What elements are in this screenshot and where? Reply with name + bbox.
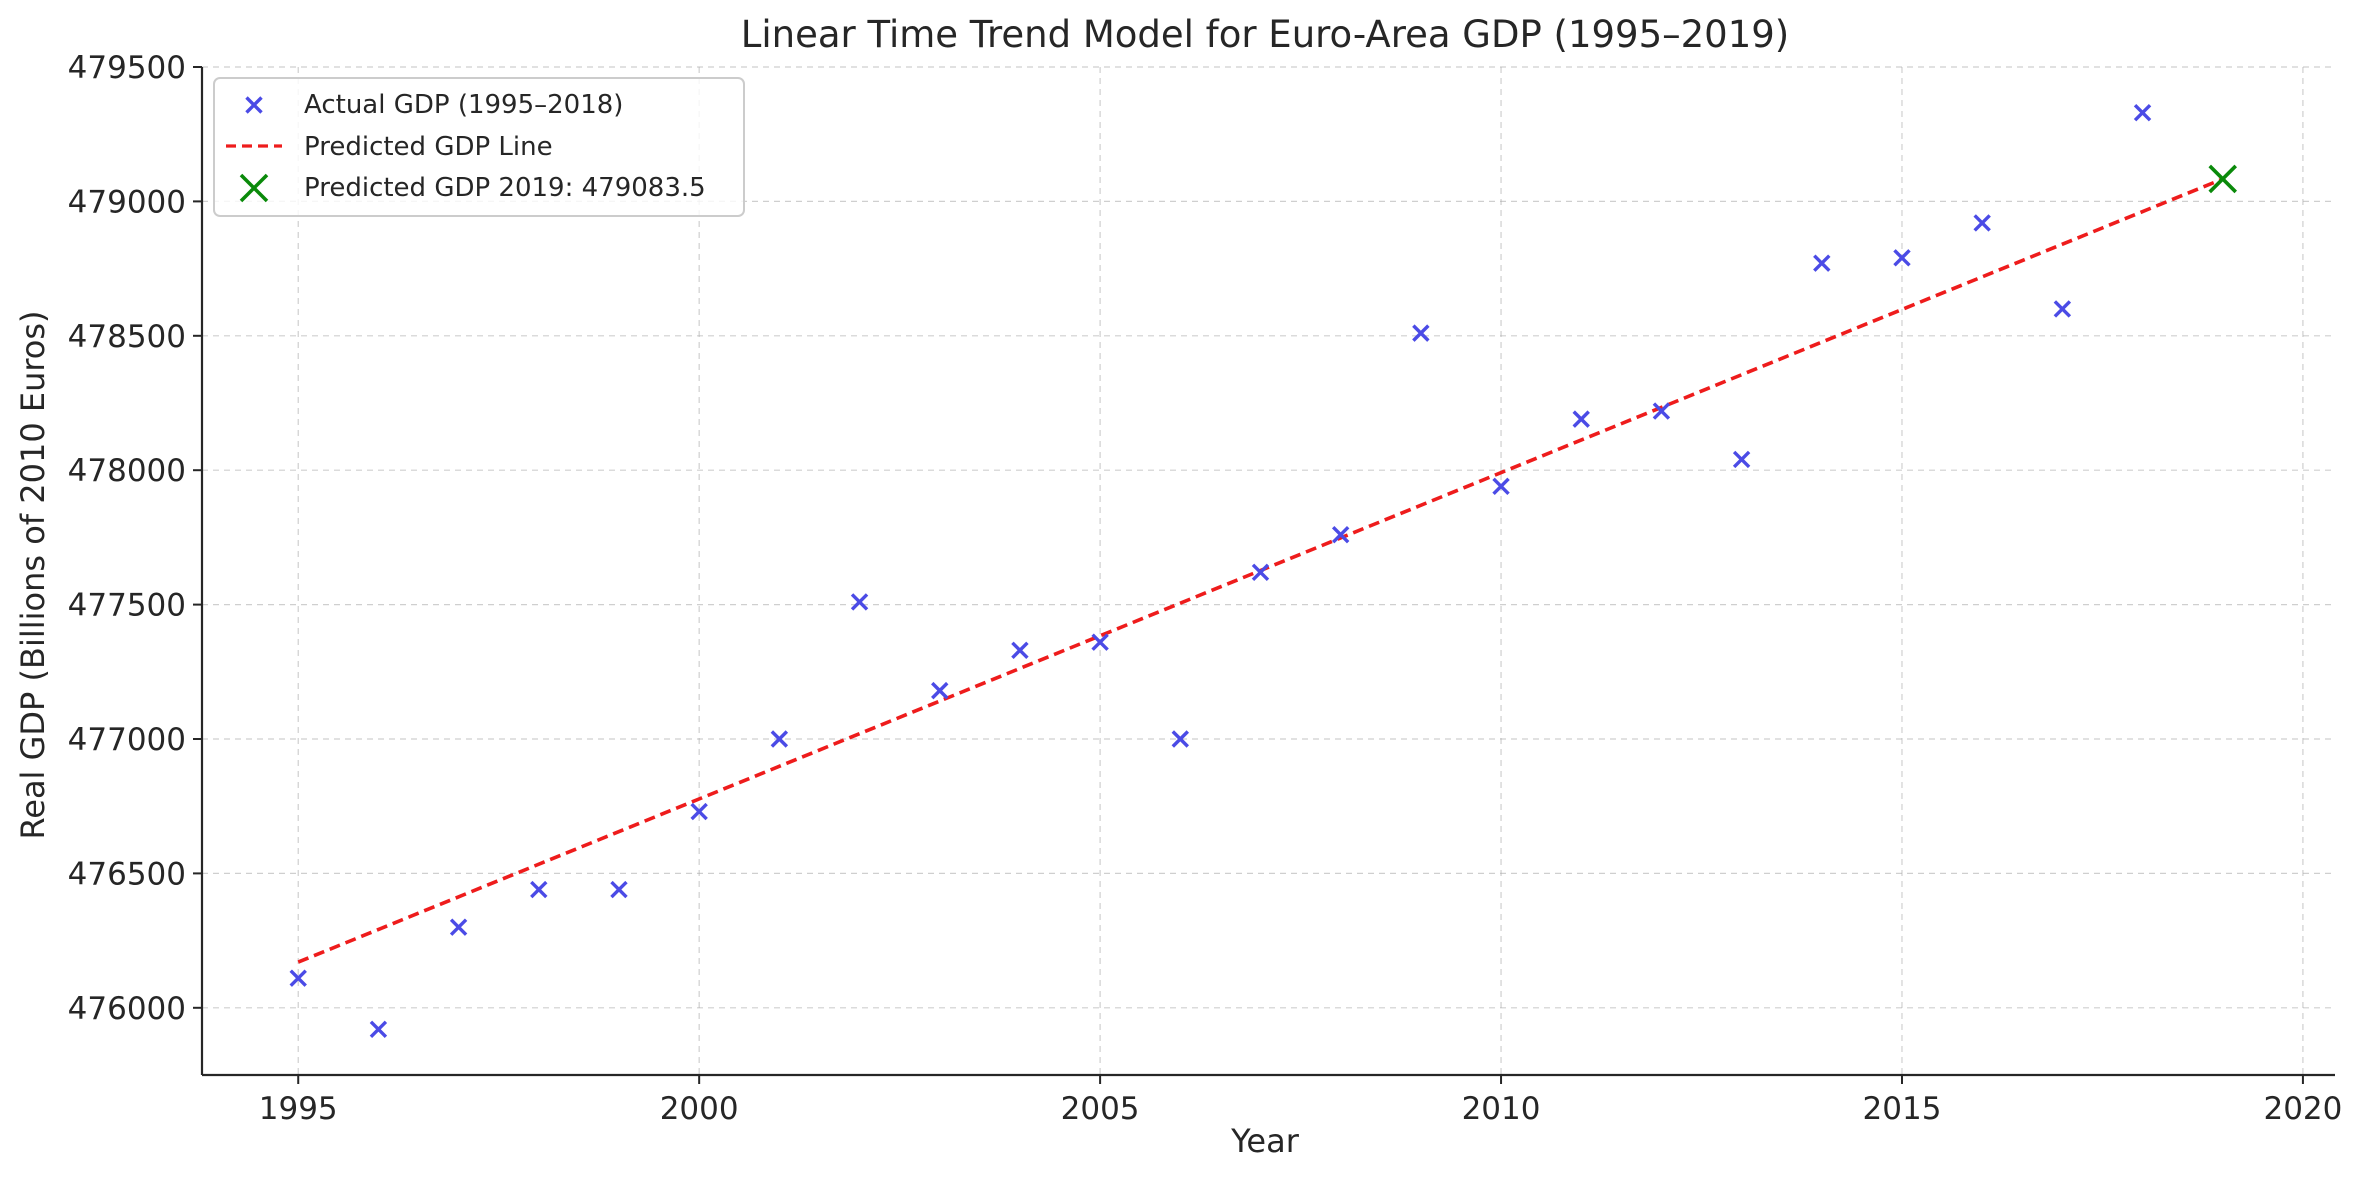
y-tick-label: 477500 (68, 588, 186, 624)
data-layer (289, 103, 2238, 1039)
actual-gdp-point (931, 681, 949, 700)
actual-gdp-point (1893, 249, 1911, 267)
x-marker-stroke (1011, 641, 1029, 659)
x-marker-stroke (2208, 164, 2238, 194)
x-tick-label: 1995 (259, 1091, 338, 1127)
x-marker-stroke (1572, 410, 1590, 428)
actual-gdp-point (690, 802, 708, 821)
actual-gdp-point (449, 918, 468, 936)
legend-label-actual: Actual GDP (1995–2018) (304, 90, 623, 120)
actual-gdp-point (2133, 103, 2152, 122)
x-marker-stroke (1412, 324, 1430, 342)
actual-gdp-point (530, 880, 548, 899)
legend: Actual GDP (1995–2018) Predicted GDP Lin… (213, 77, 745, 217)
y-axis-label: Real GDP (Billions of 2010 Euros) (14, 310, 52, 839)
x-marker-stroke (1251, 563, 1270, 582)
actual-gdp-point (770, 730, 789, 748)
x-marker-stroke (1171, 730, 1189, 748)
x-marker-stroke (690, 802, 708, 821)
y-tick-label: 478500 (68, 319, 186, 355)
x-marker-stroke (1973, 214, 1991, 232)
y-tick-label: 479000 (68, 184, 186, 220)
x-marker-stroke (770, 730, 789, 748)
x-marker-stroke (1893, 249, 1911, 267)
y-tick-label: 476000 (68, 991, 186, 1027)
y-tick-label: 479500 (68, 50, 186, 86)
x-tick-label: 2020 (2263, 1091, 2342, 1127)
actual-gdp-point (1331, 526, 1350, 544)
actual-gdp-point (1973, 214, 1991, 232)
x-tick-label: 2010 (1462, 1091, 1541, 1127)
x-axis-label: Year (1230, 1122, 1300, 1160)
x-marker-stroke (1732, 450, 1751, 469)
actual-gdp-point (1492, 477, 1510, 496)
chart-title: Linear Time Trend Model for Euro-Area GD… (741, 13, 1790, 56)
actual-gdp-point (369, 1020, 388, 1039)
x-marker-stroke (245, 96, 263, 114)
y-tick-label: 476500 (68, 856, 186, 892)
legend-frame (213, 77, 745, 217)
axes-spines (200, 67, 2335, 1077)
legend-label-predicted-line: Predicted GDP Line (304, 132, 553, 162)
x-marker-stroke (2053, 300, 2072, 318)
x-marker-stroke (1331, 526, 1350, 544)
legend-marker-predicted-2019 (239, 173, 269, 203)
x-marker-stroke (1492, 477, 1510, 496)
x-marker-stroke (449, 918, 468, 936)
axis-ticks: 1995 2000 2005 2010 2015 2020 476000 476500 4770… (68, 50, 2343, 1127)
legend-marker-actual (245, 96, 263, 114)
actual-gdp-point (1011, 641, 1029, 659)
y-tick-label: 477000 (68, 722, 186, 758)
actual-gdp-point (610, 880, 628, 899)
x-marker-stroke (289, 969, 307, 987)
x-marker-stroke (239, 173, 269, 203)
predicted-2019-point (2208, 164, 2238, 194)
legend-x-marker (239, 173, 269, 203)
actual-gdp-point (1412, 324, 1430, 342)
grid (202, 66, 2335, 1075)
x-tick-label: 2000 (660, 1091, 739, 1127)
actual-gdp-point (1732, 450, 1751, 469)
x-marker-stroke (850, 593, 869, 611)
legend-x-marker (245, 96, 263, 114)
actual-gdp-point (850, 593, 869, 611)
x-marker-stroke (369, 1020, 388, 1039)
actual-gdp-point (1572, 410, 1590, 428)
actual-gdp-point (1251, 563, 1270, 582)
y-tick-label: 478000 (68, 453, 186, 489)
x-marker-stroke (1091, 633, 1109, 651)
x-marker-stroke (530, 880, 548, 899)
actual-gdp-point (1652, 402, 1671, 420)
x-marker-stroke (1652, 402, 1671, 420)
x-tick-label: 2015 (1863, 1091, 1942, 1127)
actual-gdp-point (1171, 730, 1189, 748)
actual-gdp-point (1091, 633, 1109, 651)
x-tick-label: 2005 (1061, 1091, 1140, 1127)
x-marker-stroke (1813, 254, 1831, 272)
actual-gdp-point (2053, 300, 2072, 318)
x-marker-stroke (931, 681, 949, 700)
actual-gdp-point (1813, 254, 1831, 272)
x-marker-stroke (2133, 103, 2152, 122)
legend-label-predicted-2019: Predicted GDP 2019: 479083.5 (304, 173, 706, 203)
actual-gdp-point (289, 969, 307, 987)
x-marker-stroke (610, 880, 628, 899)
